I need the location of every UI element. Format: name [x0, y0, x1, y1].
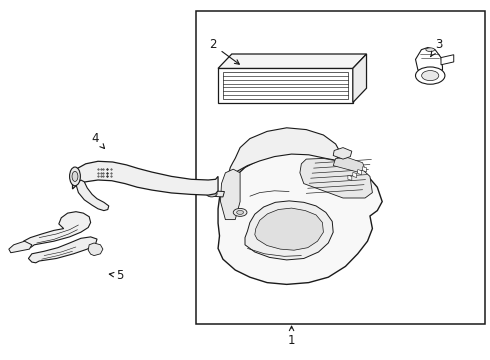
Polygon shape: [333, 148, 352, 159]
Polygon shape: [353, 172, 357, 177]
Polygon shape: [358, 170, 362, 175]
Polygon shape: [245, 201, 333, 260]
Polygon shape: [73, 161, 218, 195]
Polygon shape: [28, 237, 97, 263]
Polygon shape: [88, 243, 103, 256]
Polygon shape: [255, 208, 323, 250]
Polygon shape: [228, 128, 341, 184]
Ellipse shape: [237, 210, 244, 214]
Polygon shape: [9, 241, 32, 253]
Polygon shape: [220, 169, 240, 220]
Polygon shape: [300, 158, 372, 198]
Ellipse shape: [72, 171, 78, 181]
Text: 4: 4: [92, 132, 104, 149]
Text: 5: 5: [109, 269, 124, 282]
Text: 2: 2: [209, 39, 239, 64]
Polygon shape: [218, 68, 353, 103]
Polygon shape: [416, 48, 442, 70]
Ellipse shape: [233, 208, 247, 216]
Polygon shape: [218, 54, 367, 68]
Polygon shape: [348, 175, 352, 180]
Ellipse shape: [426, 48, 435, 51]
Polygon shape: [218, 149, 382, 284]
Text: 1: 1: [288, 326, 295, 347]
Polygon shape: [76, 180, 109, 211]
Ellipse shape: [421, 71, 439, 81]
Polygon shape: [211, 191, 224, 197]
Ellipse shape: [70, 167, 80, 186]
Polygon shape: [24, 212, 91, 248]
Polygon shape: [333, 158, 365, 172]
Polygon shape: [441, 55, 454, 65]
Ellipse shape: [206, 190, 217, 197]
Ellipse shape: [416, 67, 445, 84]
Text: 3: 3: [431, 39, 442, 57]
Polygon shape: [363, 167, 367, 172]
Polygon shape: [353, 54, 367, 103]
Bar: [196, 11, 485, 324]
